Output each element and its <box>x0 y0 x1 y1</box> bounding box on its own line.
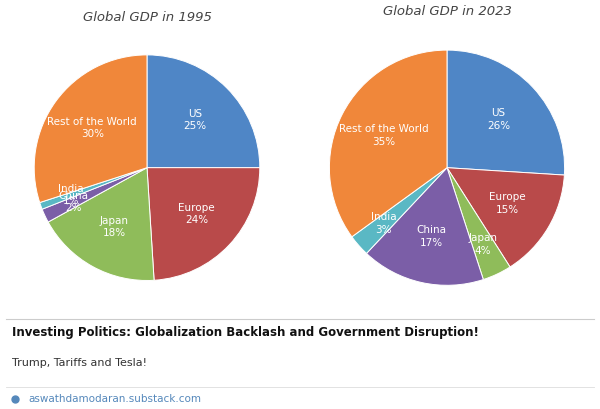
Text: China
17%: China 17% <box>416 225 446 248</box>
Wedge shape <box>147 168 260 280</box>
Wedge shape <box>367 168 484 285</box>
Wedge shape <box>48 168 154 281</box>
Title: Global GDP in 1995: Global GDP in 1995 <box>83 11 211 24</box>
Text: aswathdamodaran.substack.com: aswathdamodaran.substack.com <box>29 394 202 404</box>
Text: Rest of the World
30%: Rest of the World 30% <box>47 117 137 139</box>
Text: Investing Politics: Globalization Backlash and Government Disruption!: Investing Politics: Globalization Backla… <box>12 326 479 339</box>
Wedge shape <box>447 168 565 267</box>
Text: China
2%: China 2% <box>59 191 89 213</box>
Text: Japan
18%: Japan 18% <box>100 216 129 238</box>
Wedge shape <box>40 168 147 209</box>
Title: Global GDP in 2023: Global GDP in 2023 <box>383 5 511 18</box>
Text: Europe
24%: Europe 24% <box>178 203 215 225</box>
Wedge shape <box>447 168 510 279</box>
Wedge shape <box>447 50 565 175</box>
Text: Rest of the World
35%: Rest of the World 35% <box>340 124 429 147</box>
Text: India
3%: India 3% <box>371 213 396 235</box>
Text: India
1%: India 1% <box>58 184 83 207</box>
Wedge shape <box>34 55 147 202</box>
Wedge shape <box>352 168 447 254</box>
Wedge shape <box>147 55 260 168</box>
Wedge shape <box>329 50 447 237</box>
Text: Europe
15%: Europe 15% <box>490 192 526 215</box>
Text: Trump, Tariffs and Tesla!: Trump, Tariffs and Tesla! <box>12 358 147 368</box>
Text: Japan
4%: Japan 4% <box>469 233 497 256</box>
Text: US
26%: US 26% <box>487 108 510 130</box>
Wedge shape <box>42 168 147 222</box>
Text: US
25%: US 25% <box>183 109 206 131</box>
